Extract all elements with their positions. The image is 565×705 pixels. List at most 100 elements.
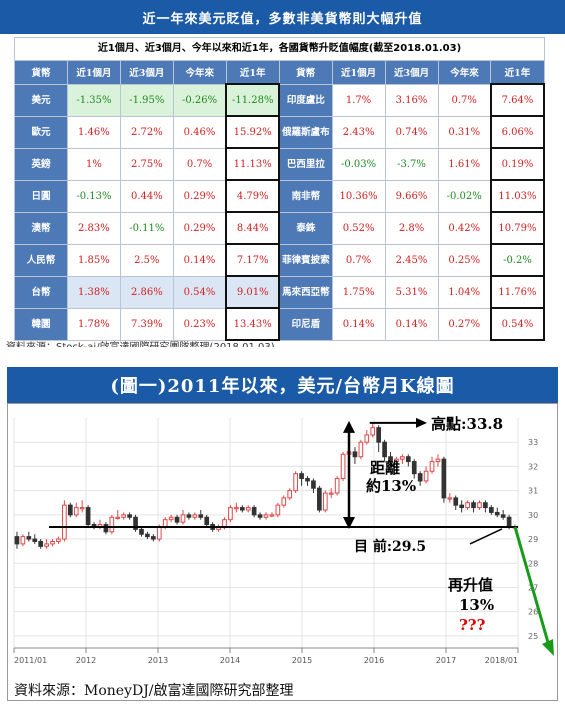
- change-value-cell: 3.16%: [384, 83, 439, 117]
- x-tick-label: 2012: [76, 656, 96, 665]
- change-value-cell: 1.7%: [331, 83, 386, 117]
- candle-body: [198, 514, 204, 518]
- chart-panel: 2526272829303132332011/01201220132014201…: [7, 403, 558, 701]
- currency-name-cell: 馬來西亞幣: [278, 275, 333, 309]
- table-row: 台幣 1.38% 2.86% 0.54% 9.01% 馬來西亞幣 1.75% 5.31% 1.0…: [14, 275, 546, 309]
- candle-body: [340, 453, 346, 480]
- candle-body: [44, 543, 49, 547]
- candle-body: [269, 514, 275, 517]
- candle-body: [234, 507, 239, 510]
- change-value-cell: 0.7%: [437, 83, 492, 117]
- candle-body: [494, 511, 500, 516]
- candle-body: [257, 514, 263, 518]
- table-row: 澳幣 2.83% -0.11% 0.29% 8.44% 泰銖 0.52% 2.8% 0.42% 1…: [14, 211, 546, 245]
- table-row: 美元 -1.35% -1.95% -0.26% -11.28% 印度盧比 1.7% 3.16%…: [14, 83, 546, 117]
- candle-body: [151, 536, 156, 540]
- change-value-cell: 2.45%: [384, 243, 439, 277]
- change-value-cell: 1.04%: [437, 275, 492, 309]
- table-row: 歐元 1.46% 2.72% 0.46% 15.92% 俄羅斯盧布 2.43% 0.74% 0.…: [14, 115, 546, 149]
- change-value-cell: 0.19%: [489, 147, 546, 181]
- candle-body: [20, 536, 26, 545]
- header-cell: 貨幣: [278, 60, 333, 85]
- currency-name-cell: 人民幣: [14, 243, 68, 277]
- x-tick-label: 2017: [436, 656, 456, 665]
- change-value-cell: 9.01%: [225, 275, 281, 309]
- candle-body: [168, 516, 174, 521]
- table-source-note: 資料來源：Stock-ai/啟富達國際研究團隊整理(2018.01.03): [6, 338, 275, 347]
- header-cell: 今年來: [172, 60, 227, 85]
- change-value-cell: 0.54%: [489, 307, 546, 341]
- candle-body: [263, 514, 269, 518]
- y-tick-label: 28: [528, 559, 538, 568]
- candle-body: [222, 519, 227, 528]
- currency-table-wrapper: 近1個月、近3個月、今年以來和近1年，各國貨幣升貶值幅度(截至2018.01.0…: [14, 37, 546, 341]
- candle-body: [115, 516, 121, 519]
- table-row: 英鎊 1% 2.75% 0.7% 11.13% 巴西里拉 -0.03% -3.7% 1.61% 0…: [14, 147, 546, 181]
- table-row: 韓圜 1.78% 7.39% 0.23% 13.43% 印尼盾 0.14% 0.14% 0.27…: [14, 307, 546, 341]
- change-value-cell: 2.86%: [119, 275, 174, 309]
- candle-body: [192, 514, 198, 518]
- candle-body: [85, 507, 91, 526]
- change-value-cell: 0.14%: [172, 243, 227, 277]
- currency-name-cell: 韓圜: [14, 307, 68, 341]
- change-value-cell: 0.74%: [384, 115, 439, 149]
- candle-body: [251, 507, 257, 516]
- candle-body: [293, 473, 298, 492]
- header-cell: 近1年: [225, 60, 280, 85]
- currency-name-cell: 巴西里拉: [278, 147, 333, 181]
- change-value-cell: 11.76%: [489, 275, 546, 309]
- rise-label-line1: 再升值: [448, 576, 493, 594]
- candle-body: [79, 507, 85, 510]
- change-value-cell: 1.61%: [437, 147, 492, 181]
- change-value-cell: 11.13%: [225, 147, 281, 181]
- candle-body: [370, 427, 376, 436]
- header-cell: 近1年: [490, 60, 545, 85]
- candle-body: [127, 514, 132, 518]
- candle-body: [239, 507, 245, 511]
- currency-name-cell: 菲律賓披索: [278, 243, 333, 277]
- change-value-cell: 1.46%: [66, 115, 121, 149]
- candle-body: [121, 514, 127, 518]
- candle-body: [488, 507, 494, 513]
- change-value-cell: 1.75%: [331, 275, 386, 309]
- candle-body: [334, 478, 340, 494]
- distance-arrow-head-up: [343, 420, 355, 433]
- candle-body: [471, 502, 476, 509]
- candle-body: [364, 434, 370, 443]
- candle-body: [180, 514, 186, 523]
- y-tick-label: 32: [528, 462, 538, 471]
- candle-body: [50, 540, 55, 545]
- currency-name-cell: 南非幣: [278, 179, 333, 213]
- change-value-cell: 13.43%: [225, 307, 281, 341]
- x-tick-label: 2016: [364, 656, 384, 665]
- currency-name-cell: 泰銖: [278, 211, 333, 245]
- candle-body: [453, 497, 459, 506]
- current-value-label: 目 前:29.5: [354, 538, 426, 555]
- y-tick-label: 30: [528, 511, 538, 520]
- header-cell: 今年來: [437, 60, 492, 85]
- currency-name-cell: 歐元: [14, 115, 68, 149]
- change-value-cell: 0.29%: [172, 211, 227, 245]
- candle-body: [483, 502, 488, 509]
- candle-body: [465, 502, 470, 509]
- change-value-cell: 0.42%: [437, 211, 492, 245]
- candle-body: [441, 458, 447, 499]
- table-row: 人民幣 1.85% 2.5% 0.14% 7.17% 菲律賓披索 0.7% 2.45% 0.25…: [14, 243, 546, 277]
- change-value-cell: 2.75%: [119, 147, 174, 181]
- change-value-cell: 0.23%: [172, 307, 227, 341]
- header-cell: 近1個月: [66, 60, 121, 85]
- change-value-cell: -0.02%: [437, 179, 492, 213]
- change-value-cell: 0.27%: [437, 307, 492, 341]
- change-value-cell: 7.64%: [489, 83, 546, 117]
- candle-body: [73, 507, 79, 516]
- currency-name-cell: 台幣: [14, 275, 68, 309]
- candle-body: [245, 507, 251, 511]
- candle-body: [174, 516, 180, 523]
- candle-body: [400, 456, 405, 460]
- x-tick-label: 2014: [220, 656, 240, 665]
- change-value-cell: 5.31%: [384, 275, 439, 309]
- candle-body: [429, 461, 435, 472]
- change-value-cell: -0.03%: [331, 147, 386, 181]
- candle-body: [388, 456, 393, 463]
- x-tick-label: 2018/01: [485, 656, 518, 665]
